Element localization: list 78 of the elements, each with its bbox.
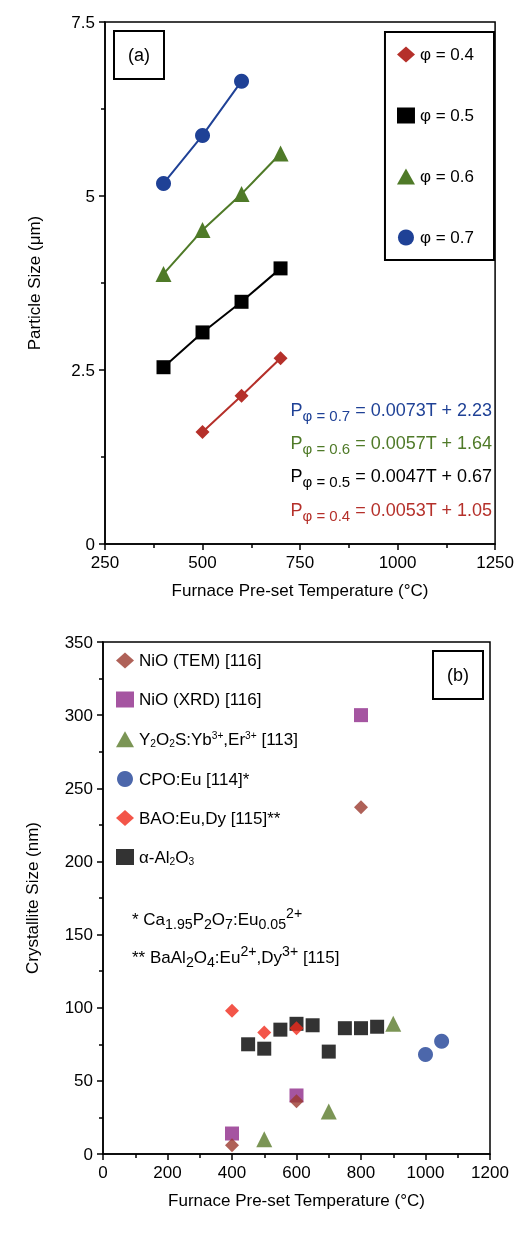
- x-tick-label: 1000: [378, 553, 417, 572]
- point: [156, 360, 171, 375]
- point: [320, 1103, 337, 1120]
- point: [354, 1021, 368, 1036]
- point: [195, 424, 210, 439]
- x-axis-title: Furnace Pre-set Temperature (°C): [168, 1191, 425, 1210]
- point: [195, 127, 211, 143]
- x-axis-title: Furnace Pre-set Temperature (°C): [171, 581, 429, 600]
- legend-label: CPO:Eu [114]*: [139, 769, 250, 789]
- point: [257, 1025, 272, 1040]
- legend-label: α-Al2O3: [139, 847, 195, 867]
- point: [272, 145, 289, 162]
- y-tick-label: 0: [83, 1144, 93, 1164]
- point: [156, 175, 172, 191]
- point: [273, 1022, 288, 1037]
- point: [234, 388, 249, 403]
- y-tick-label: 50: [74, 1071, 93, 1091]
- point: [256, 1131, 273, 1148]
- y-tick-label: 250: [64, 778, 93, 798]
- legend-label: φ = 0.5: [419, 106, 474, 125]
- y-axis-title: Particle Size (μm): [25, 215, 44, 351]
- x-tick-label: 800: [346, 1163, 376, 1182]
- annotation: P$_{φ = 0.4}$ = 0.0053T + 1.05: [290, 499, 492, 526]
- annotation: P$_{φ = 0.7}$ = 0.0073T + 2.23: [290, 399, 492, 426]
- point: [354, 800, 368, 815]
- point: [194, 222, 211, 239]
- x-tick-label: 750: [285, 553, 315, 572]
- x-tick-label: 600: [282, 1163, 311, 1182]
- point: [225, 1003, 239, 1018]
- x-tick-label: 1250: [476, 553, 514, 572]
- point: [195, 325, 210, 340]
- y-tick-label: 100: [64, 998, 93, 1018]
- point: [289, 1021, 304, 1036]
- y-tick-label: 2.5: [71, 360, 95, 380]
- y-tick-label: 7.5: [71, 12, 95, 32]
- point: [434, 1033, 450, 1049]
- point: [234, 73, 250, 89]
- point: [418, 1047, 433, 1063]
- point: [225, 1126, 239, 1141]
- y-tick-label: 0: [85, 534, 95, 554]
- point: [354, 708, 368, 723]
- point: [289, 1094, 304, 1109]
- legend-label: φ = 0.4: [419, 45, 474, 64]
- point: [225, 1138, 239, 1153]
- point: [370, 1019, 385, 1034]
- y-axis-title: Crystallite Size (nm): [23, 821, 42, 975]
- point: [321, 1044, 336, 1059]
- point: [233, 185, 250, 202]
- legend-label: φ = 0.7: [419, 228, 474, 247]
- x-tick-label: 500: [188, 553, 217, 572]
- annotation: P$_{φ = 0.6}$ = 0.0057T + 1.64: [290, 432, 492, 459]
- point: [155, 265, 172, 282]
- y-tick-label: 5: [85, 186, 95, 206]
- annotation: P$_{φ = 0.5}$ = 0.0047T + 0.67: [290, 465, 492, 492]
- x-tick-label: 0: [98, 1163, 108, 1182]
- point: [273, 351, 288, 366]
- point: [241, 1037, 256, 1052]
- point: [257, 1041, 272, 1056]
- x-tick-label: 400: [217, 1163, 247, 1182]
- legend-label: φ = 0.6: [419, 167, 474, 186]
- x-tick-label: 200: [153, 1163, 182, 1182]
- text: ** BaAl$_{2}$O$_{4}$:Eu$^{2+}$,Dy$^{3+}$ [115]: [132, 943, 340, 971]
- legend-label: NiO (XRD) [116]: [139, 690, 262, 709]
- x-tick-label: 1000: [406, 1163, 445, 1182]
- y-tick-label: 350: [64, 632, 93, 652]
- y-tick-label: 150: [64, 925, 93, 945]
- legend-label: BAO:Eu,Dy [115]**: [139, 808, 281, 828]
- annotation: (b): [432, 650, 484, 700]
- y-tick-label: 300: [64, 705, 93, 725]
- y-tick-label: 200: [64, 851, 93, 871]
- annotation: (a): [113, 30, 165, 80]
- point: [305, 1018, 320, 1033]
- point: [385, 1015, 402, 1032]
- legend-label: NiO (TEM) [116]: [139, 651, 262, 670]
- point: [234, 294, 249, 309]
- point: [273, 261, 288, 276]
- point: [337, 1021, 352, 1036]
- x-tick-label: 1200: [471, 1163, 509, 1182]
